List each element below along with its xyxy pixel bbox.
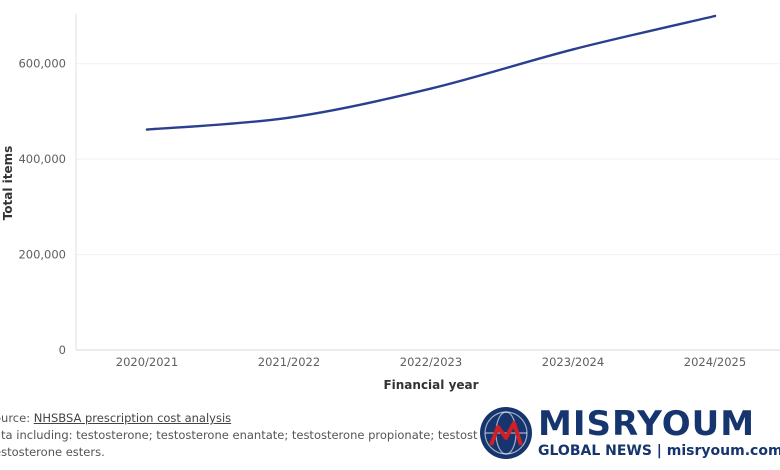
source-link[interactable]: NHSBSA prescription cost analysis	[33, 411, 232, 425]
data-point	[429, 87, 433, 90]
series-layer	[145, 14, 717, 131]
x-tick-label: 2020/2021	[116, 355, 178, 369]
globe-logo-icon	[480, 407, 532, 459]
x-tick-label: 2024/2025	[684, 355, 746, 369]
series-line	[145, 14, 717, 131]
data-point	[287, 116, 291, 119]
y-tick-label: 0	[59, 343, 66, 357]
data-note-line: ata including: testosterone; testosteron…	[0, 428, 511, 442]
data-point	[713, 14, 717, 18]
logo-subtitle: GLOBAL NEWS | misryoum.com	[538, 443, 780, 459]
x-tick-label: 2022/2023	[400, 355, 462, 369]
source-line: ource: NHSBSA prescription cost analysis	[0, 410, 774, 427]
data-note-line-2: estosterone esters.	[0, 445, 105, 459]
x-tick-label: 2023/2024	[542, 355, 604, 369]
y-tick-label: 400,000	[18, 152, 66, 166]
logo-title: MISRYOUM	[538, 404, 756, 444]
source-notes: ource: NHSBSA prescription cost analysis…	[0, 410, 774, 461]
x-tick-label: 2021/2022	[258, 355, 320, 369]
misryoum-logo: MISRYOUM GLOBAL NEWS | misryoum.com	[478, 402, 780, 464]
y-axis-ticks: 0 200,000 400,000 600,000	[18, 57, 66, 357]
grid-lines	[75, 14, 780, 351]
y-tick-label: 200,000	[18, 248, 66, 262]
y-tick-label: 600,000	[18, 57, 66, 71]
data-point	[571, 48, 575, 51]
x-axis-title: Financial year	[383, 378, 478, 392]
source-prefix: ource:	[0, 411, 31, 425]
y-axis-title: Total items	[1, 146, 15, 221]
data-point	[145, 128, 149, 131]
x-axis-ticks: 2020/2021 2021/2022 2022/2023 2023/2024 2024…	[116, 355, 746, 369]
